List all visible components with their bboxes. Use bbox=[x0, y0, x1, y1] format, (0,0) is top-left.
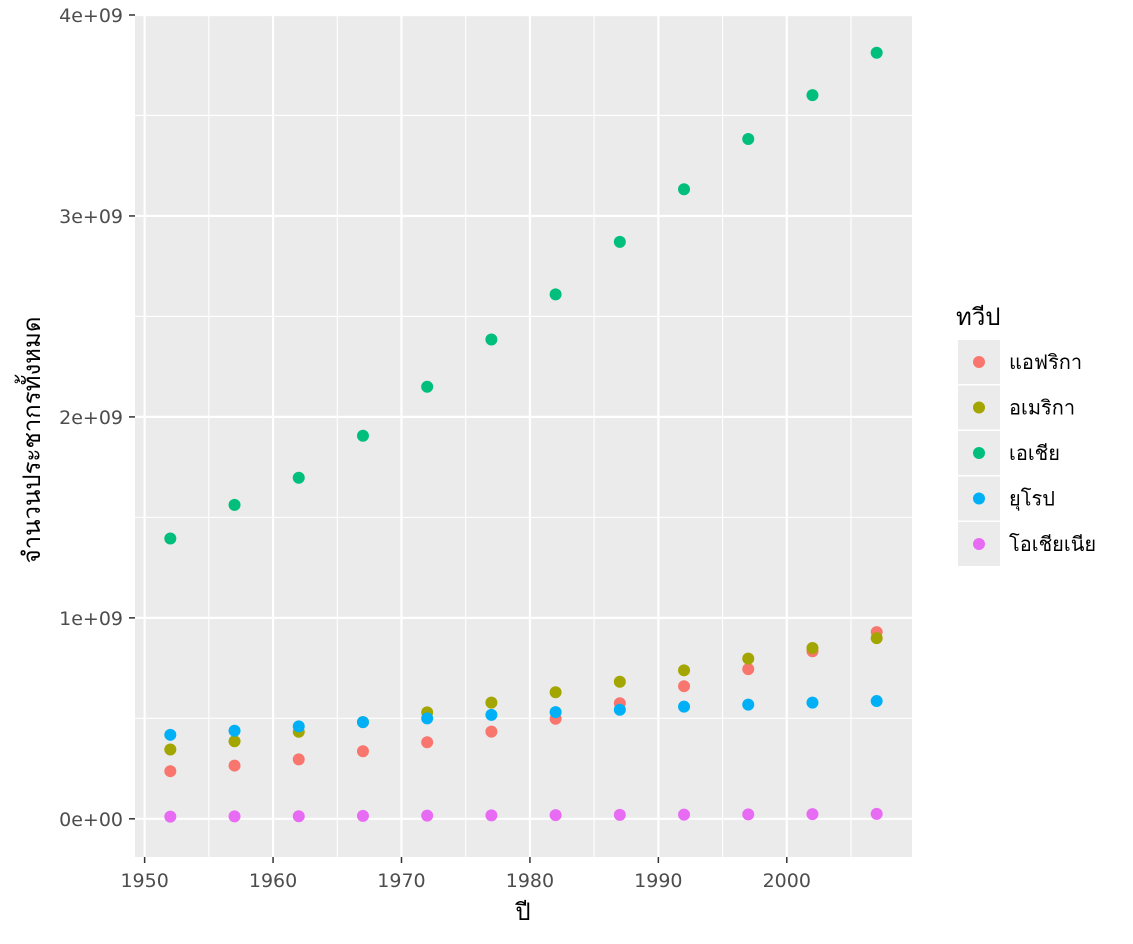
data-point bbox=[549, 809, 562, 822]
data-point bbox=[870, 632, 883, 645]
data-point bbox=[742, 132, 755, 145]
data-point bbox=[806, 696, 819, 709]
legend-item: แอฟริกา bbox=[958, 340, 1082, 384]
legend-label: แอฟริกา bbox=[1009, 350, 1082, 374]
data-point bbox=[485, 809, 498, 822]
y-tick-label: 3e+09 bbox=[59, 206, 123, 228]
data-point bbox=[742, 652, 755, 665]
legend-item: อเมริกา bbox=[958, 385, 1075, 430]
data-point bbox=[164, 810, 177, 823]
data-point bbox=[485, 333, 498, 346]
legend-label: ยุโรป bbox=[1009, 487, 1055, 512]
data-point bbox=[228, 498, 241, 511]
series-points bbox=[164, 807, 883, 823]
legend-marker bbox=[973, 401, 985, 414]
data-point bbox=[549, 288, 562, 301]
data-point bbox=[164, 728, 177, 741]
series-points bbox=[164, 46, 883, 545]
data-point bbox=[870, 46, 883, 59]
data-point bbox=[485, 696, 498, 709]
y-axis-title: จำนวนประชากรทั้งหมด bbox=[14, 317, 46, 564]
y-tick-label: 1e+09 bbox=[59, 608, 123, 630]
legend-title: ทวีป bbox=[956, 303, 1001, 331]
legend-item: ยุโรป bbox=[958, 476, 1055, 521]
legend-marker bbox=[973, 538, 985, 550]
grid-lines bbox=[135, 13, 912, 857]
data-point bbox=[806, 89, 819, 102]
data-point bbox=[164, 743, 177, 756]
data-point bbox=[356, 745, 369, 758]
data-point bbox=[806, 808, 819, 821]
data-point bbox=[356, 809, 369, 822]
x-tick-label: 1980 bbox=[506, 870, 554, 892]
legend-label: โอเชียเนีย bbox=[1009, 532, 1096, 556]
data-point bbox=[292, 720, 305, 733]
data-point bbox=[806, 642, 819, 655]
data-point bbox=[678, 183, 691, 196]
data-point bbox=[292, 753, 305, 766]
legend-item: โอเชียเนีย bbox=[958, 522, 1096, 566]
data-point bbox=[421, 736, 434, 749]
x-tick-label: 2000 bbox=[763, 870, 811, 892]
data-points bbox=[164, 46, 883, 823]
plot-panel bbox=[135, 15, 912, 857]
data-point bbox=[678, 808, 691, 821]
data-point bbox=[549, 706, 562, 719]
data-point bbox=[356, 429, 369, 442]
data-point bbox=[678, 700, 691, 713]
data-point bbox=[164, 765, 177, 778]
x-axis-title: ปี bbox=[514, 898, 530, 926]
data-point bbox=[356, 716, 369, 729]
data-point bbox=[613, 808, 626, 821]
axes: 1950 1960 1970 1980 1990 2000 0e+00 1e+09 2e+09 3… bbox=[59, 5, 811, 892]
legend-marker bbox=[973, 447, 985, 459]
data-point bbox=[549, 686, 562, 699]
x-tick-label: 1960 bbox=[249, 870, 297, 892]
data-point bbox=[228, 735, 241, 748]
data-point bbox=[678, 680, 691, 693]
series-points bbox=[164, 695, 883, 741]
data-point bbox=[421, 712, 434, 725]
legend-label: อเมริกา bbox=[1009, 396, 1075, 420]
legend-item: เอเชีย bbox=[958, 431, 1060, 475]
data-point bbox=[228, 759, 241, 772]
data-point bbox=[613, 235, 626, 248]
x-tick-label: 1950 bbox=[120, 870, 168, 892]
y-tick-label: 4e+09 bbox=[59, 5, 123, 27]
x-tick-label: 1990 bbox=[634, 870, 682, 892]
legend-marker bbox=[973, 492, 985, 505]
data-point bbox=[870, 695, 883, 708]
data-point bbox=[485, 725, 498, 738]
data-point bbox=[292, 471, 305, 484]
data-point bbox=[870, 807, 883, 820]
data-point bbox=[292, 810, 305, 823]
y-tick-label: 0e+00 bbox=[59, 809, 123, 831]
data-point bbox=[485, 708, 498, 721]
data-point bbox=[421, 809, 434, 822]
data-point bbox=[228, 724, 241, 737]
x-tick-label: 1970 bbox=[377, 870, 425, 892]
data-point bbox=[742, 808, 755, 821]
data-point bbox=[228, 810, 241, 823]
data-point bbox=[613, 703, 626, 716]
data-point bbox=[678, 664, 691, 677]
legend-marker bbox=[973, 356, 985, 368]
data-point bbox=[742, 663, 755, 676]
data-point bbox=[421, 380, 434, 393]
data-point bbox=[742, 698, 755, 711]
data-point bbox=[613, 675, 626, 688]
y-tick-label: 2e+09 bbox=[59, 407, 123, 429]
data-point bbox=[164, 532, 177, 545]
legend-label: เอเชีย bbox=[1009, 441, 1060, 465]
